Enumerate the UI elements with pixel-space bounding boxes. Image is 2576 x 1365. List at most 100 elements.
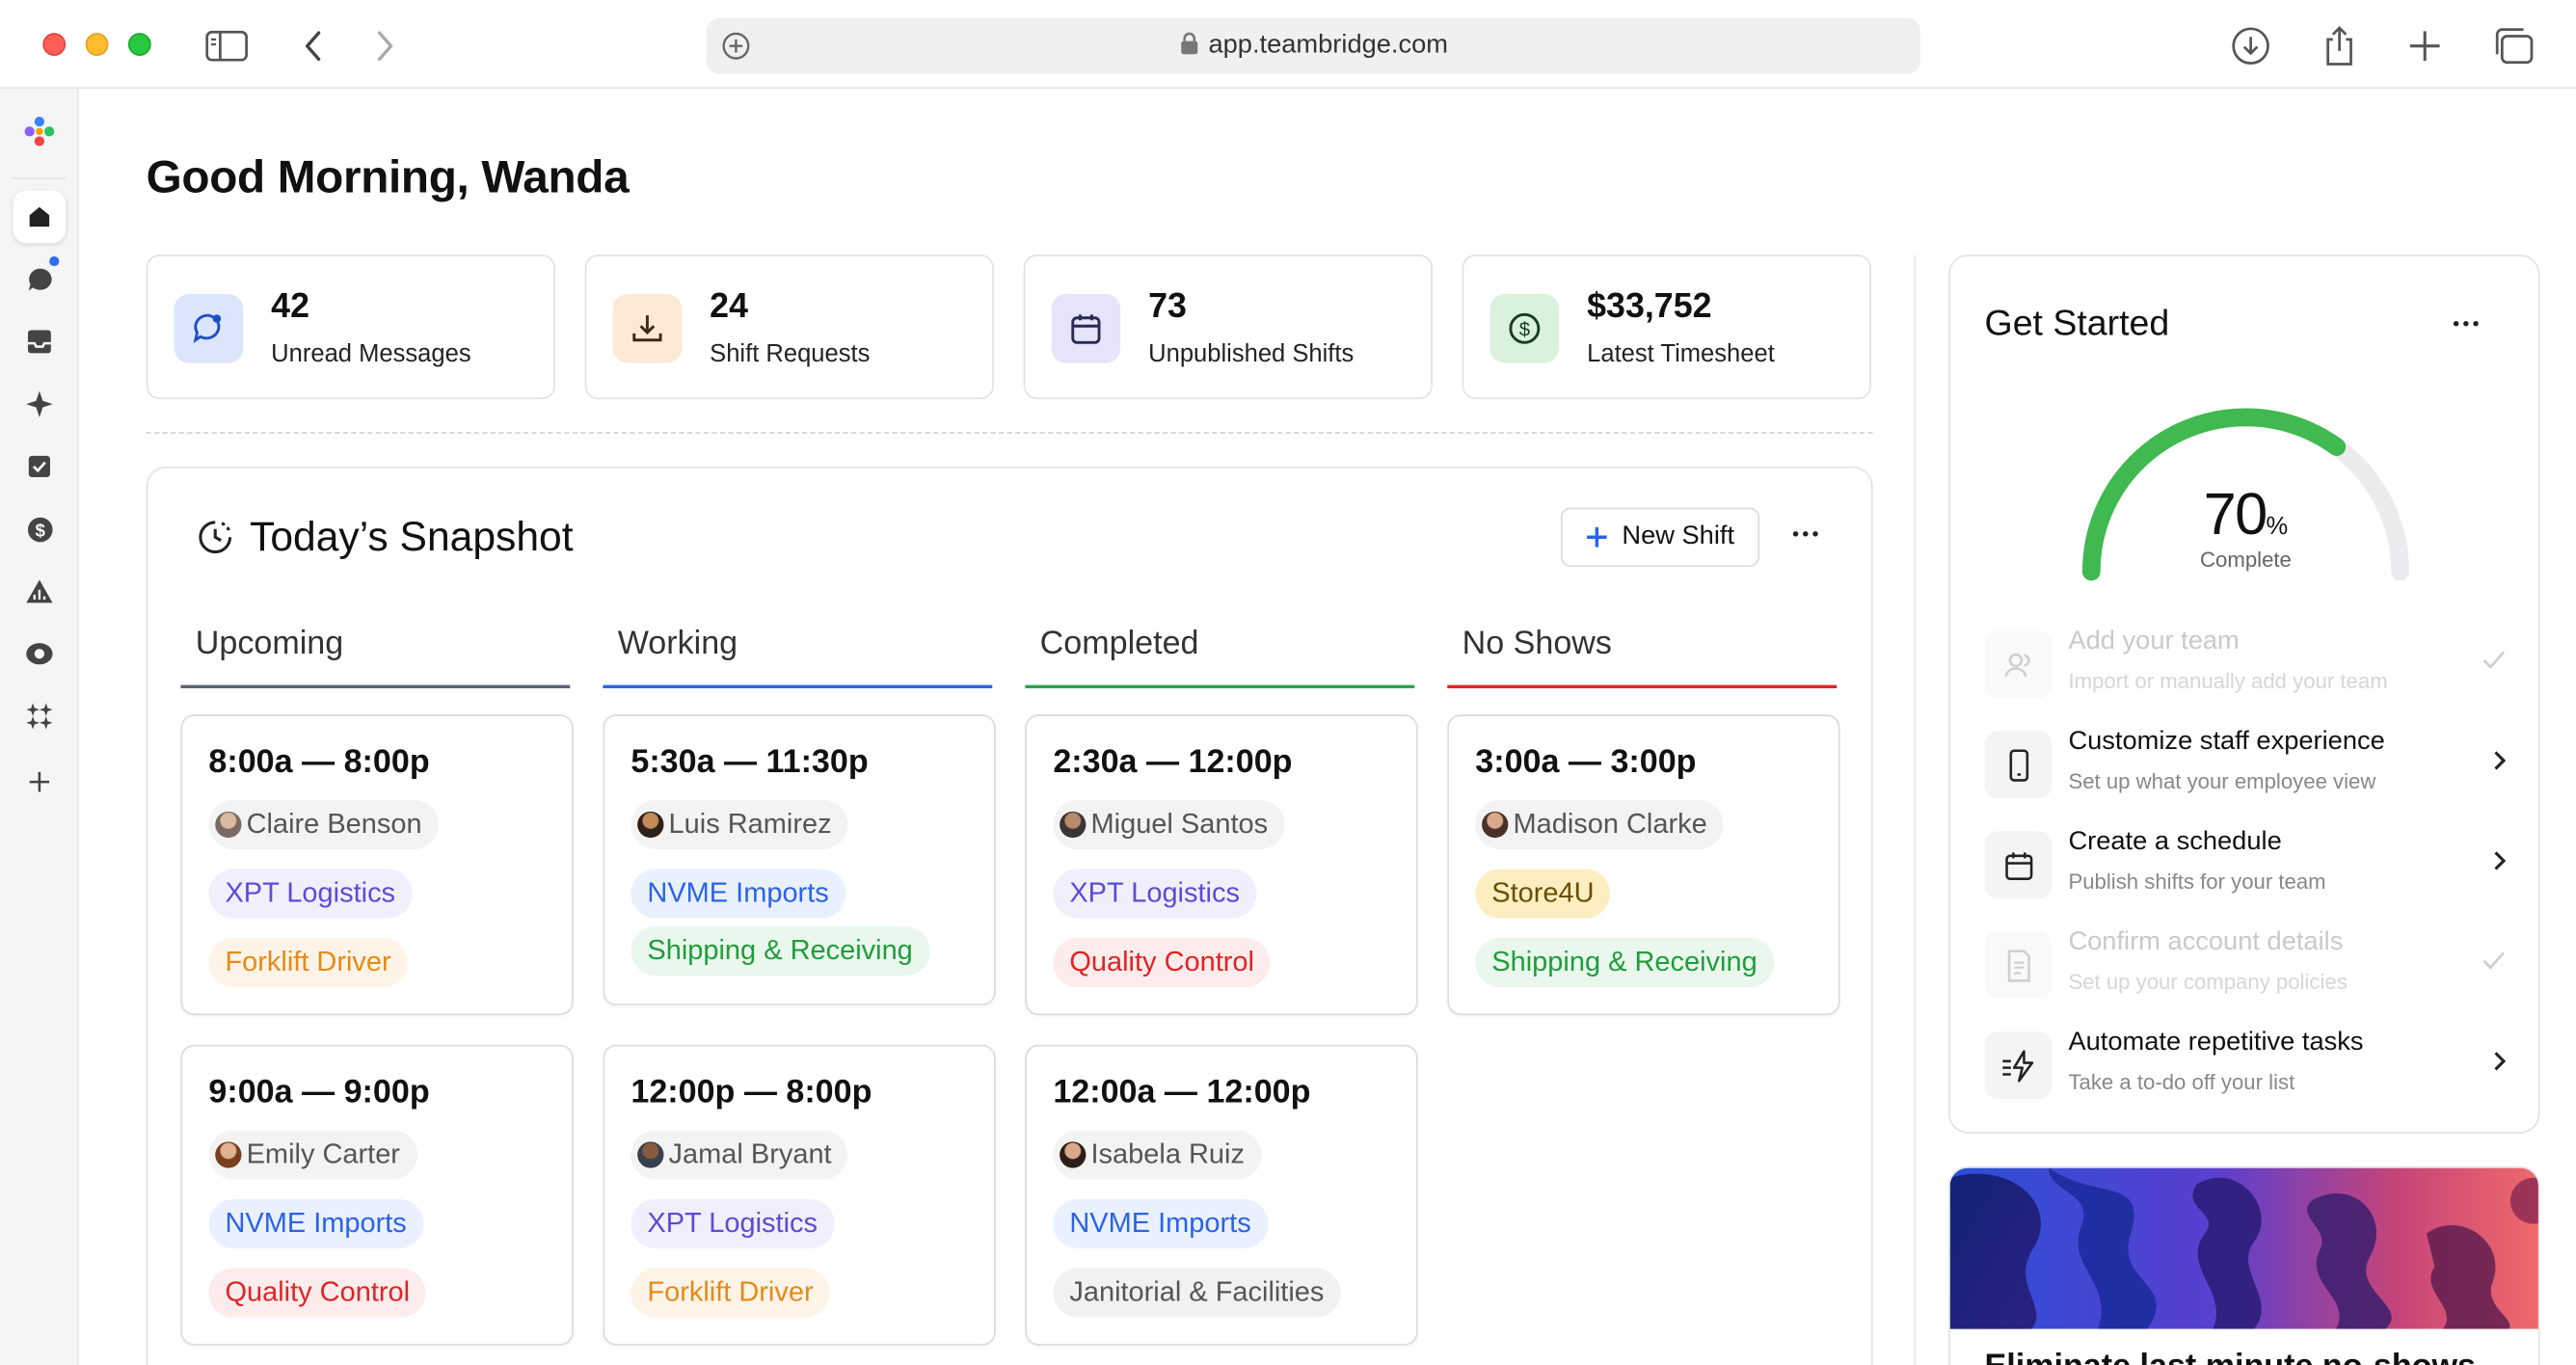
message-icon <box>174 294 244 363</box>
home-icon[interactable] <box>13 190 67 244</box>
role-tag[interactable]: Quality Control <box>1053 938 1272 988</box>
plus-icon <box>1587 527 1608 548</box>
reports-icon[interactable] <box>13 565 67 618</box>
employee-chip[interactable]: Claire Benson <box>208 799 439 850</box>
avatar <box>637 1141 664 1168</box>
more-options-icon[interactable] <box>2453 306 2479 335</box>
shift-card[interactable]: 12:00p — 8:00p Jamal Bryant XPT Logistic… <box>603 1044 996 1346</box>
shift-card[interactable]: 3:00a — 3:00p Madison Clarke Store4U Shi… <box>1447 714 1840 1016</box>
tab-overview-icon[interactable] <box>2490 23 2536 69</box>
stat-card-latest-timesheet[interactable]: $ $33,752 Latest Timesheet <box>1462 254 1871 400</box>
integrations-icon[interactable] <box>13 628 67 681</box>
location-tag[interactable]: XPT Logistics <box>1053 869 1256 919</box>
share-icon[interactable] <box>2317 23 2363 69</box>
extension-icon[interactable] <box>719 30 752 63</box>
messages-icon[interactable] <box>13 253 67 306</box>
task-add-your-team[interactable]: Add your team Import or manually add you… <box>1984 627 2508 707</box>
payroll-icon[interactable]: $ <box>13 502 67 555</box>
back-icon[interactable] <box>291 23 337 69</box>
chevron-right-icon <box>2490 749 2507 780</box>
task-automate-repetitive-tasks[interactable]: Automate repetitive tasks Take a to-do o… <box>1984 1029 2508 1108</box>
shift-card[interactable]: 8:00a — 8:00p Claire Benson XPT Logistic… <box>180 714 574 1016</box>
role-tag[interactable]: Forklift Driver <box>631 1268 830 1318</box>
sparkle-icon[interactable] <box>13 378 67 431</box>
forward-icon[interactable] <box>362 23 408 69</box>
calendar-icon <box>1984 831 2053 899</box>
sidebar-toggle-icon[interactable] <box>203 23 250 69</box>
location-tag[interactable]: NVME Imports <box>631 869 845 919</box>
stat-value: 42 <box>271 287 309 326</box>
employee-chip[interactable]: Jamal Bryant <box>631 1130 848 1180</box>
minimize-window-button[interactable] <box>85 33 109 56</box>
shift-card[interactable]: 2:30a — 12:00p Miguel Santos XPT Logisti… <box>1025 714 1418 1016</box>
browser-toolbar: app.teambridge.com <box>0 0 2576 90</box>
task-subtitle: Set up what your employee view <box>2068 768 2376 794</box>
task-subtitle: Take a to-do off your list <box>2068 1069 2295 1094</box>
stat-card-shift-requests[interactable]: 24 Shift Requests <box>584 254 994 400</box>
location-tag[interactable]: Store4U <box>1475 869 1611 919</box>
lightning-icon <box>1984 1031 2053 1100</box>
role-tag[interactable]: Janitorial & Facilities <box>1053 1268 1341 1318</box>
get-started-title: Get Started <box>1984 302 2170 344</box>
tasks-icon[interactable] <box>13 441 67 494</box>
new-shift-button[interactable]: New Shift <box>1560 507 1760 567</box>
shift-card[interactable]: 12:00a — 12:00p Isabela Ruiz NVME Import… <box>1025 1044 1418 1346</box>
task-title: Confirm account details <box>2068 927 2344 956</box>
task-create-a-schedule[interactable]: Create a schedule Publish shifts for you… <box>1984 827 2508 907</box>
task-customize-staff-experience[interactable]: Customize staff experience Set up what y… <box>1984 727 2508 807</box>
employee-name: Emily Carter <box>246 1138 400 1170</box>
address-bar[interactable]: app.teambridge.com <box>706 17 1921 74</box>
divider <box>1914 254 1916 1365</box>
role-tag[interactable]: Forklift Driver <box>208 938 408 988</box>
svg-text:$: $ <box>35 520 45 540</box>
inbox-icon[interactable] <box>13 315 67 368</box>
task-title: Customize staff experience <box>2068 727 2385 756</box>
shift-card[interactable]: 9:00a — 9:00p Emily Carter NVME Imports … <box>180 1044 574 1346</box>
tab-working[interactable]: Working <box>603 626 993 689</box>
shift-time: 5:30a — 11:30p <box>631 743 869 781</box>
zoom-window-button[interactable] <box>127 33 151 56</box>
close-window-button[interactable] <box>42 33 67 56</box>
employee-chip[interactable]: Emily Carter <box>208 1130 417 1180</box>
add-icon[interactable] <box>13 756 67 809</box>
role-tag[interactable]: Shipping & Receiving <box>1475 938 1774 988</box>
teambridge-logo-icon[interactable] <box>13 105 67 158</box>
tab-upcoming[interactable]: Upcoming <box>180 626 571 689</box>
task-title: Add your team <box>2068 627 2240 656</box>
employee-chip[interactable]: Miguel Santos <box>1053 799 1285 850</box>
stat-value: $33,752 <box>1587 287 1712 326</box>
stat-card-unpublished-shifts[interactable]: 73 Unpublished Shifts <box>1023 254 1433 400</box>
calendar-icon <box>1051 294 1121 363</box>
shift-card[interactable]: 5:30a — 11:30p Luis Ramirez NVME Imports… <box>603 714 996 1005</box>
stat-card-unread-messages[interactable]: 42 Unread Messages <box>146 254 555 400</box>
chevron-right-icon <box>2490 849 2507 880</box>
progress-arc <box>2081 408 2410 581</box>
dollar-icon: $ <box>1489 294 1560 363</box>
stat-label: Unpublished Shifts <box>1148 339 1355 368</box>
location-tag[interactable]: NVME Imports <box>208 1198 423 1249</box>
task-title: Create a schedule <box>2068 827 2282 856</box>
promo-card[interactable]: Eliminate last minute no-shows <box>1948 1165 2540 1365</box>
location-tag[interactable]: XPT Logistics <box>631 1198 835 1249</box>
task-subtitle: Publish shifts for your team <box>2068 869 2326 895</box>
tab-completed[interactable]: Completed <box>1025 626 1415 689</box>
role-tag[interactable]: Shipping & Receiving <box>631 926 929 977</box>
clock-icon <box>196 518 235 565</box>
location-tag[interactable]: NVME Imports <box>1053 1198 1268 1249</box>
employee-name: Miguel Santos <box>1090 808 1269 840</box>
location-tag[interactable]: XPT Logistics <box>208 869 413 919</box>
chevron-right-icon <box>2490 1050 2507 1081</box>
download-icon[interactable] <box>2228 23 2274 69</box>
progress-percent: 70% <box>1950 480 2541 549</box>
employee-chip[interactable]: Luis Ramirez <box>631 799 848 850</box>
task-confirm-account-details[interactable]: Confirm account details Set up your comp… <box>1984 927 2508 1007</box>
more-options-icon[interactable] <box>1787 514 1823 553</box>
tab-no-shows[interactable]: No Shows <box>1447 626 1838 689</box>
apps-icon[interactable] <box>13 690 67 743</box>
employee-chip[interactable]: Madison Clarke <box>1475 799 1724 850</box>
task-subtitle: Set up your company policies <box>2068 969 2348 994</box>
url-text: app.teambridge.com <box>1208 31 1449 60</box>
new-tab-icon[interactable] <box>2402 23 2448 69</box>
role-tag[interactable]: Quality Control <box>208 1268 427 1318</box>
employee-chip[interactable]: Isabela Ruiz <box>1053 1130 1261 1180</box>
